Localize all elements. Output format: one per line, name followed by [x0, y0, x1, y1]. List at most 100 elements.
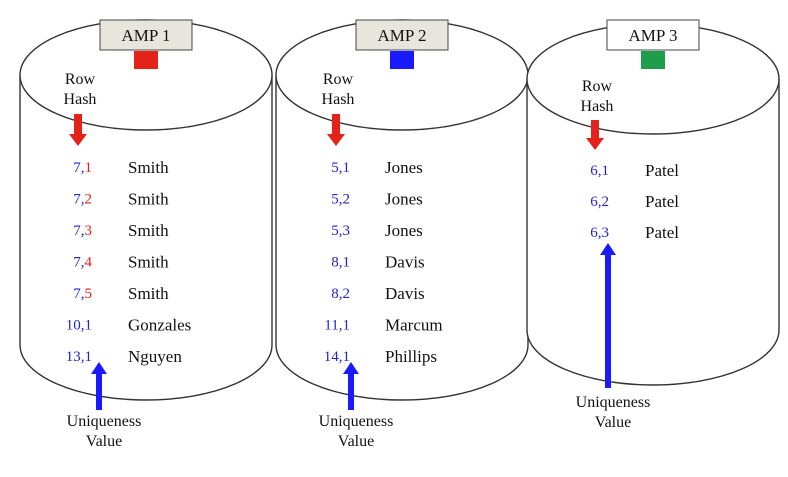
row-name: Jones: [385, 190, 423, 209]
row-hash-value: 6,3: [590, 225, 609, 241]
row-hash-label: Hash: [64, 91, 97, 108]
row-hash-number: 7,: [73, 192, 84, 208]
uniqueness-arrow-head: [343, 362, 359, 374]
row-hash-number: 7,: [73, 286, 84, 302]
amp-label-box: [606, 19, 700, 51]
row-hash-value: 7,1: [73, 160, 92, 176]
row-hash-label: Row: [65, 71, 96, 88]
row-name: Davis: [385, 253, 425, 272]
row-hash-arrow-shaft: [332, 114, 340, 136]
uniqueness-value-label: Uniqueness: [576, 394, 651, 411]
uniqueness-number: 3: [85, 223, 93, 239]
row-hash-arrow-head: [327, 134, 345, 146]
row-hash-number: 7,: [73, 255, 84, 271]
row-hash-value: 10,1: [66, 318, 92, 334]
row-name: Patel: [645, 161, 679, 180]
table-row: 6,3 Patel: [590, 223, 679, 242]
row-name: Patel: [645, 192, 679, 211]
uniqueness-number: 1: [343, 160, 351, 176]
row-hash-value: 6,2: [590, 194, 609, 210]
uniqueness-value-label: Value: [595, 414, 631, 431]
row-hash-number: 5,: [331, 160, 342, 176]
row-hash-value: 5,3: [331, 223, 350, 239]
row-name: Smith: [128, 158, 169, 177]
row-hash-value: 5,2: [331, 192, 350, 208]
amp-label: AMP 2: [378, 26, 427, 45]
uniqueness-number: 1: [343, 255, 351, 271]
table-row: 7,1 Smith: [73, 158, 169, 177]
uniqueness-value-label: Value: [338, 433, 374, 450]
amp-color-marker: [390, 51, 414, 69]
row-hash-number: 6,: [590, 225, 601, 241]
uniqueness-number: 5: [85, 286, 93, 302]
row-hash-value: 5,1: [331, 160, 350, 176]
row-name: Nguyen: [128, 347, 182, 366]
row-hash-number: 14,: [324, 349, 343, 365]
table-row: 7,2 Smith: [73, 190, 169, 209]
row-hash-number: 6,: [590, 163, 601, 179]
row-hash-value: 7,2: [73, 192, 92, 208]
row-hash-value: 14,1: [324, 349, 350, 365]
row-name: Jones: [385, 221, 423, 240]
table-row: 8,1 Davis: [331, 253, 424, 272]
row-hash-number: 13,: [66, 349, 85, 365]
table-row: 5,2 Jones: [331, 190, 423, 209]
row-hash-label: Hash: [581, 98, 614, 115]
row-name: Smith: [128, 190, 169, 209]
row-name: Davis: [385, 284, 425, 303]
cylinder-body: [526, 79, 780, 386]
row-name: Patel: [645, 223, 679, 242]
row-hash-value: 13,1: [66, 349, 92, 365]
row-hash-label: Row: [323, 71, 354, 88]
row-hash-number: 5,: [331, 223, 342, 239]
row-hash-number: 7,: [73, 223, 84, 239]
row-hash-value: 7,4: [73, 255, 92, 271]
table-row: 13,1 Nguyen: [66, 347, 183, 366]
row-name: Smith: [128, 253, 169, 272]
row-hash-value: 6,1: [590, 163, 609, 179]
uniqueness-number: 2: [85, 192, 93, 208]
row-name: Marcum: [385, 316, 443, 335]
uniqueness-number: 3: [343, 223, 351, 239]
row-hash-value: 11,1: [324, 318, 350, 334]
uniqueness-value-label: Value: [86, 433, 122, 450]
table-row: 14,1 Phillips: [324, 347, 437, 366]
amp-color-marker: [134, 51, 158, 69]
uniqueness-number: 4: [85, 255, 93, 271]
row-hash-number: 6,: [590, 194, 601, 210]
row-hash-number: 7,: [73, 160, 84, 176]
uniqueness-arrow-shaft: [605, 254, 611, 388]
amp-label-box: [355, 19, 449, 51]
table-row: 11,1 Marcum: [324, 316, 442, 335]
row-hash-label: Row: [582, 78, 613, 95]
row-hash-arrow-head: [69, 134, 87, 146]
uniqueness-number: 1: [85, 349, 93, 365]
row-hash-arrow-shaft: [591, 120, 599, 140]
row-hash-number: 5,: [331, 192, 342, 208]
uniqueness-number: 1: [602, 163, 610, 179]
amp-label: AMP 1: [122, 26, 171, 45]
uniqueness-value-label: Uniqueness: [319, 413, 394, 430]
row-hash-number: 8,: [331, 286, 342, 302]
row-hash-label: Hash: [322, 91, 355, 108]
uniqueness-arrow-shaft: [348, 373, 354, 410]
table-row: 7,4 Smith: [73, 253, 169, 272]
table-row: 8,2 Davis: [331, 284, 424, 303]
row-name: Phillips: [385, 347, 437, 366]
uniqueness-number: 3: [602, 225, 610, 241]
table-row: 5,1 Jones: [331, 158, 423, 177]
uniqueness-value-label: Uniqueness: [67, 413, 142, 430]
cylinder-body: [275, 75, 529, 401]
uniqueness-number: 1: [343, 318, 351, 334]
row-name: Smith: [128, 284, 169, 303]
uniqueness-number: 1: [85, 160, 93, 176]
table-row: 6,2 Patel: [590, 192, 679, 211]
uniqueness-number: 1: [343, 349, 351, 365]
table-row: 7,5 Smith: [73, 284, 169, 303]
row-hash-arrow-shaft: [74, 114, 82, 136]
row-name: Jones: [385, 158, 423, 177]
row-hash-arrow-head: [586, 138, 604, 150]
